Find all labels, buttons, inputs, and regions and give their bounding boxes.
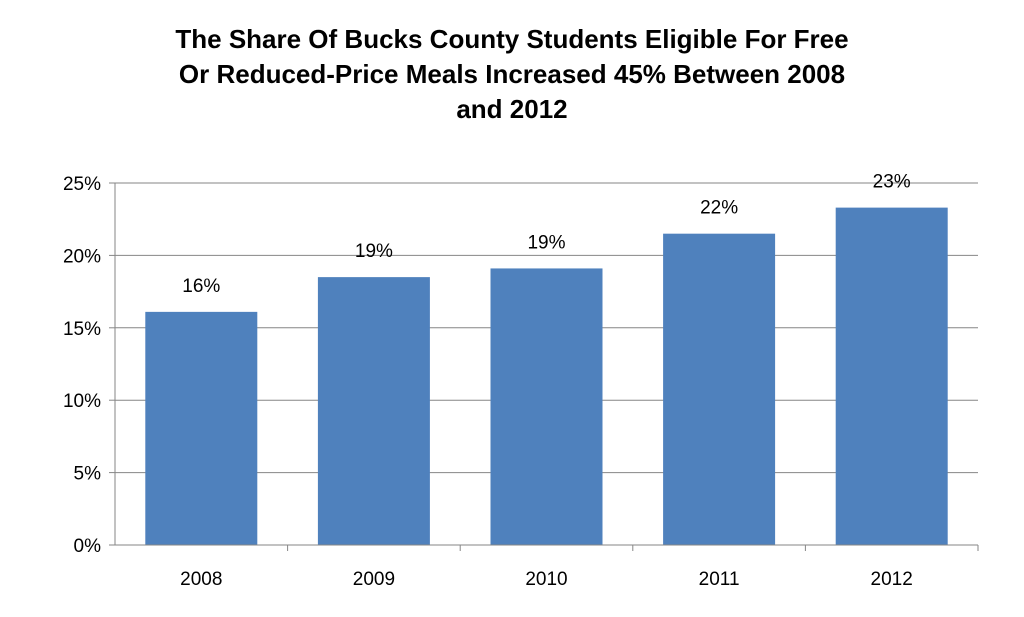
- data-label: 19%: [355, 241, 393, 262]
- y-tick-label: 10%: [63, 391, 101, 412]
- x-tick-label: 2011: [699, 569, 740, 590]
- y-tick-label: 15%: [63, 319, 101, 340]
- x-tick-label: 2008: [180, 569, 222, 590]
- data-label: 22%: [700, 198, 738, 219]
- x-tick-label: 2010: [525, 569, 567, 590]
- data-label: 19%: [527, 232, 565, 253]
- chart-title-line-2: Or Reduced-Price Meals Increased 45% Bet…: [178, 59, 846, 89]
- data-label: 16%: [182, 276, 220, 297]
- y-tick-label: 5%: [74, 464, 102, 485]
- bar-2009: [317, 277, 430, 545]
- data-label: 23%: [873, 172, 911, 193]
- bar-2010: [490, 268, 603, 545]
- y-tick-label: 25%: [63, 174, 101, 195]
- x-tick-label: 2009: [353, 569, 395, 590]
- bar-2008: [145, 311, 258, 545]
- x-tick-label: 2012: [871, 569, 913, 590]
- chart-title: The Share Of Bucks County Students Eligi…: [0, 22, 1024, 127]
- bar-2011: [663, 233, 776, 545]
- bar-2012: [835, 207, 948, 545]
- y-tick-label: 0%: [74, 536, 102, 557]
- chart-title-line-3: and 2012: [456, 94, 568, 124]
- y-tick-label: 20%: [63, 246, 101, 267]
- chart-title-line-1: The Share Of Bucks County Students Eligi…: [175, 24, 849, 54]
